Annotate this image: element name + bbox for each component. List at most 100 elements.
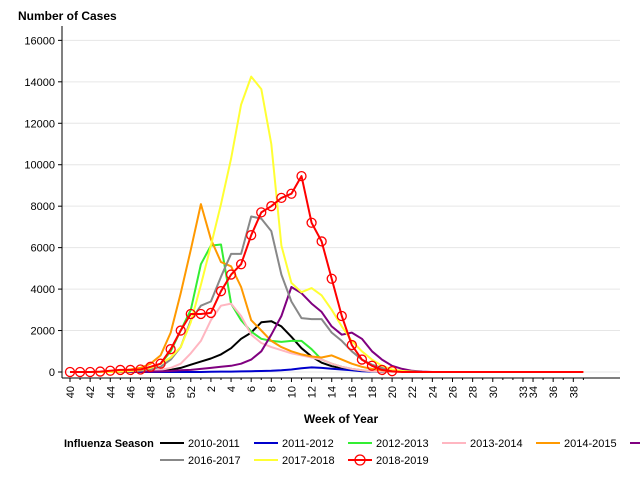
data-point-2018-2019: [276, 192, 287, 204]
data-point-2018-2019: [215, 286, 227, 297]
series-line-2017-2018: [70, 75, 584, 373]
x-tick-label: 34: [528, 386, 540, 398]
data-point-2018-2019: [145, 361, 156, 372]
x-tick-label: 22: [407, 386, 419, 398]
legend-item-2014-2015: 2014-2015: [536, 438, 617, 450]
x-tick-label: 10: [286, 386, 298, 398]
legend: Influenza Season 2010-2011 2011-2012 2012-…: [64, 438, 640, 467]
data-point-2018-2019: [195, 308, 207, 320]
x-axis: 40 42 44 46 48 50 52 2 4 6 8 10 12 14 16 18 20 22 24 26 28 30…: [62, 377, 620, 398]
x-tick-label: 16: [347, 386, 359, 398]
y-tick-label: 2000: [31, 326, 55, 338]
data-point-2018-2019: [175, 325, 186, 336]
x-axis-title: Week of Year: [304, 412, 379, 426]
data-point-2018-2019: [84, 366, 96, 378]
x-tick-label: 20: [387, 386, 399, 398]
legend-item-2012-2013: 2012-2013: [348, 438, 429, 450]
data-point-2018-2019: [225, 269, 237, 280]
grid-lines: [62, 39, 620, 373]
y-tick-label: 4000: [31, 284, 55, 296]
series-line-2014-2015: [70, 203, 584, 373]
x-tick-label: 50: [166, 386, 178, 398]
series-line-2013-2014: [70, 302, 584, 373]
series-line-2018-2019: [70, 175, 584, 373]
legend-item-2017-2018: 2017-2018: [254, 455, 335, 467]
data-point-2018-2019: [376, 364, 388, 376]
data-point-2018-2019: [115, 364, 126, 376]
data-point-2018-2019: [74, 366, 86, 378]
data-point-2018-2019: [125, 364, 136, 376]
y-tick-label: 8000: [31, 201, 55, 213]
data-point-2018-2019: [135, 364, 146, 375]
x-tick-label: 28: [468, 386, 480, 398]
legend-item-2013-2014: 2013-2014: [442, 438, 523, 450]
y-tick-label: 12000: [24, 118, 55, 130]
x-tick-label: 26: [448, 386, 460, 398]
x-tick-label: 30: [488, 386, 500, 398]
data-point-2018-2019: [326, 273, 337, 284]
legend-label: 2011-2012: [282, 438, 334, 450]
y-tick-label: 6000: [31, 243, 55, 255]
legend-item-2015-2016: 2015-2016: [630, 442, 640, 444]
data-point-2018-2019: [185, 308, 196, 320]
data-point-2018-2019: [316, 236, 327, 247]
x-tick-label: 18: [367, 386, 379, 398]
legend-title: Influenza Season: [64, 438, 154, 450]
legend-label: 2018-2019: [376, 455, 429, 467]
x-tick-label: 4: [226, 386, 238, 392]
x-tick-label: 38: [568, 386, 580, 398]
data-point-2018-2019: [155, 358, 166, 369]
x-tick-label: 48: [146, 386, 158, 398]
x-tick-label: 33: [518, 386, 530, 398]
data-point-2018-2019: [64, 366, 76, 378]
legend-item-2010-2011: 2010-2011: [160, 438, 240, 450]
x-tick-label: 36: [548, 386, 560, 398]
series-line-2015-2016: [70, 286, 584, 373]
data-point-2018-2019: [165, 344, 176, 355]
y-tick-label: 0: [49, 367, 55, 379]
y-axis-title: Number of Cases: [18, 9, 117, 23]
legend-label: 2010-2011: [188, 438, 240, 450]
data-point-2018-2019: [235, 259, 247, 270]
legend-label: 2017-2018: [282, 455, 335, 467]
y-tick-label: 14000: [24, 77, 55, 89]
legend-label: 2014-2015: [564, 438, 617, 450]
data-point-2018-2019: [366, 360, 378, 371]
data-point-2018-2019: [296, 170, 307, 182]
x-tick-label: 8: [266, 386, 278, 392]
y-tick-label: 16000: [24, 35, 55, 47]
legend-item-2011-2012: 2011-2012: [254, 438, 334, 450]
x-tick-label: 2: [206, 386, 218, 392]
legend-label: 2016-2017: [188, 455, 241, 467]
x-tick-label: 24: [427, 386, 439, 398]
data-point-2018-2019: [95, 366, 106, 377]
x-tick-label: 46: [125, 386, 137, 398]
data-point-2018-2019: [286, 188, 297, 199]
data-point-2018-2019: [266, 201, 277, 212]
data-point-2018-2019: [356, 354, 368, 365]
data-point-2018-2019: [105, 365, 116, 376]
x-tick-label: 6: [246, 386, 258, 392]
x-tick-label: 52: [186, 386, 198, 398]
x-tick-label: 42: [85, 386, 97, 398]
y-axis: 0 2000 4000 6000 8000 10000 12000 14000 16000: [24, 26, 63, 379]
x-tick-label: 44: [105, 386, 117, 398]
legend-marker: [354, 454, 366, 466]
x-tick-label: 12: [307, 386, 319, 398]
data-point-2018-2019: [386, 366, 398, 377]
data-point-2018-2019: [306, 217, 317, 228]
legend-item-2016-2017: 2016-2017: [160, 455, 241, 467]
data-point-2018-2019: [205, 307, 217, 319]
series-line-2016-2017: [70, 215, 584, 373]
y-tick-label: 10000: [24, 160, 55, 172]
data-point-2018-2019: [346, 339, 357, 351]
x-tick-label: 14: [327, 386, 339, 398]
data-point-2018-2019: [336, 310, 347, 322]
legend-item-2018-2019: 2018-2019: [348, 454, 429, 467]
legend-label: 2012-2013: [376, 438, 429, 450]
legend-label: 2013-2014: [470, 438, 523, 450]
data-point-2018-2019: [246, 230, 257, 241]
data-point-2018-2019: [256, 207, 267, 218]
